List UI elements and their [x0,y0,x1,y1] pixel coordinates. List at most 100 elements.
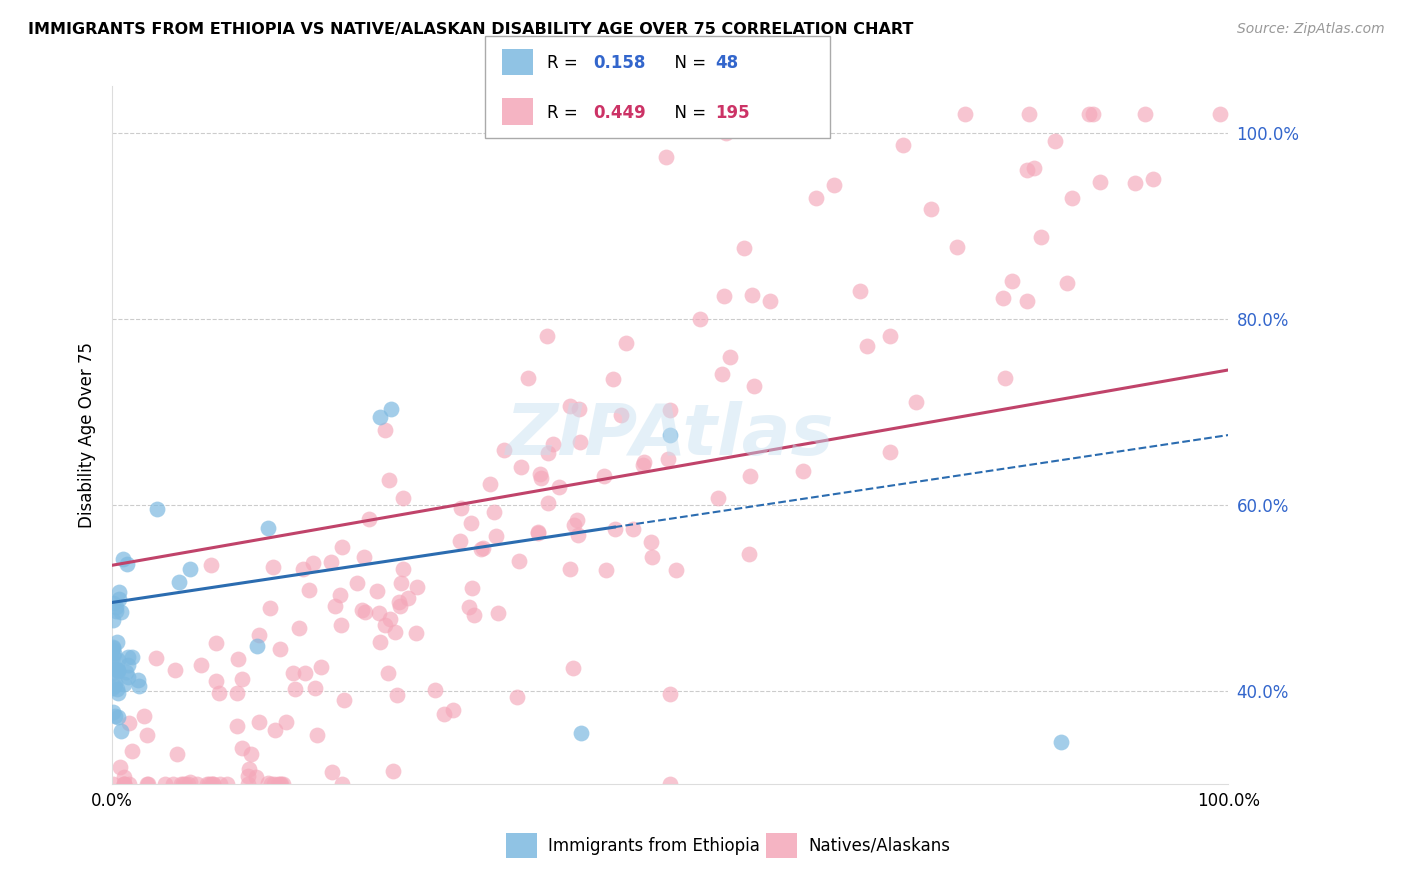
Point [104,600,127,615]
Point [104,604,127,618]
Point [384,624,406,639]
Point [738,469,761,483]
Point [492,442,515,457]
Point [101,649,124,664]
Point [378,473,401,487]
Point [470,541,492,556]
Point [105,635,128,649]
Point [396,591,419,605]
Point [486,606,509,620]
Point [389,599,412,613]
Point [665,563,688,577]
Point [201,777,224,791]
Point [659,428,682,442]
Point [385,688,408,702]
Point [207,686,229,700]
Point [718,350,741,364]
Point [953,107,976,121]
Point [526,524,548,539]
Point [406,580,429,594]
Point [330,777,353,791]
Point [231,672,253,686]
Point [508,554,530,568]
Point [659,687,682,701]
Point [389,576,412,591]
Point [117,658,139,673]
Point [101,596,124,610]
Point [714,126,737,140]
Point [190,658,212,673]
Point [257,521,280,535]
Point [174,777,197,791]
Point [374,618,396,632]
Point [920,202,942,216]
Point [271,777,294,791]
Point [281,665,304,680]
Point [526,526,548,541]
Point [463,607,485,622]
Point [105,662,128,676]
Point [346,576,368,591]
Text: 48: 48 [716,54,738,72]
Point [482,505,505,519]
Point [112,677,135,691]
Point [145,651,167,665]
Point [1209,107,1232,121]
Point [711,368,734,382]
Point [301,556,323,570]
Text: 0.158: 0.158 [593,54,645,72]
Point [564,518,586,533]
Point [380,402,402,417]
Point [1043,134,1066,148]
Point [298,583,321,598]
Point [118,716,141,731]
Point [368,634,391,648]
Point [304,681,326,695]
Point [110,724,132,739]
Point [112,777,135,791]
Point [105,682,128,697]
Point [260,777,283,791]
Text: Natives/Alaskans: Natives/Alaskans [808,837,950,855]
Point [441,702,464,716]
Point [186,777,208,791]
Point [294,666,316,681]
Point [741,287,763,301]
Point [107,652,129,666]
Point [1015,294,1038,309]
Point [1029,229,1052,244]
Point [423,683,446,698]
Point [879,445,901,459]
Point [378,612,401,626]
Point [115,557,138,571]
Point [994,371,1017,385]
Point [328,589,350,603]
Point [239,747,262,762]
Point [121,744,143,758]
Point [103,646,125,660]
Point [558,562,581,576]
Point [530,471,553,485]
Point [205,674,228,689]
Point [548,480,571,494]
Point [621,522,644,536]
Point [266,777,288,791]
Point [509,460,531,475]
Point [114,665,136,679]
Point [856,339,879,353]
Point [101,656,124,670]
Point [245,770,267,784]
Point [738,547,761,561]
Point [484,529,506,543]
Point [609,408,631,422]
Point [1088,175,1111,189]
Point [215,777,238,791]
Point [307,728,329,742]
Point [1078,107,1101,121]
Point [112,777,135,791]
Point [146,502,169,516]
Point [742,379,765,393]
Point [166,747,188,761]
Point [134,709,156,723]
Text: Immigrants from Ethiopia: Immigrants from Ethiopia [548,837,761,855]
